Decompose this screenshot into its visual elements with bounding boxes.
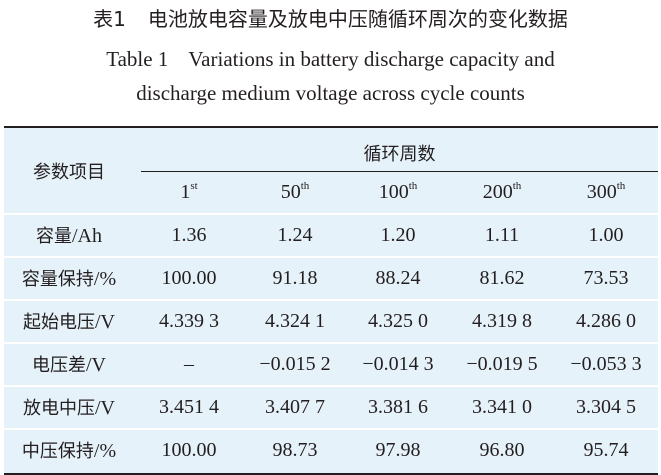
row-label: 容量/Ah: [4, 222, 134, 248]
parameter-name: 电压差: [32, 355, 86, 376]
table-header: 参数项目 循环周数 1st 50th 100th 200th 300th: [4, 128, 658, 215]
caption-number: 表1: [93, 7, 126, 31]
parameter-unit: /%: [93, 268, 117, 290]
table-cell: 100.00: [161, 438, 217, 461]
table-cell: 3.407 7: [265, 395, 325, 418]
table-cell: 98.73: [272, 438, 318, 461]
table-cell: 3.304 5: [576, 395, 636, 418]
ordinal-suffix: th: [616, 180, 626, 192]
column-header: 200th: [450, 180, 554, 204]
row-label: 放电中压/V: [4, 394, 134, 420]
column-header: 300th: [554, 180, 658, 204]
table-row: 电压差/V – −0.015 2 −0.014 3 −0.019 5 −0.053 3: [4, 342, 658, 384]
table-row: 放电中压/V 3.451 4 3.407 7 3.381 6 3.341 0 3.304 …: [4, 385, 658, 427]
row-label: 中压保持/%: [4, 437, 134, 463]
table-cell: 88.24: [375, 266, 421, 289]
parameter-name: 放电中压: [23, 398, 95, 419]
ordinal-suffix: th: [512, 180, 522, 192]
caption-number: Table 1: [106, 47, 169, 71]
parameter-unit: /%: [93, 440, 117, 462]
table-cell: 1.24: [277, 223, 313, 246]
table-cell: 1.36: [171, 223, 207, 246]
table-cell: 4.324 1: [265, 309, 325, 332]
parameter-unit: /V: [95, 311, 115, 333]
table-cell: 73.53: [583, 266, 629, 289]
parameter-name: 中压保持: [21, 441, 94, 462]
table-caption-english: Table 1 Variations in battery discharge c…: [0, 47, 661, 72]
row-label: 容量保持/%: [4, 265, 134, 291]
caption-title-line1: Variations in battery discharge capacity…: [188, 47, 555, 71]
cycle-number: 300: [586, 181, 617, 203]
parameter-name: 容量: [36, 226, 72, 247]
data-table: 参数项目 循环周数 1st 50th 100th 200th 300th 容量/Ah 1.…: [4, 126, 658, 475]
table-cell: −0.015 2: [259, 352, 331, 375]
table-cell: 1.20: [380, 223, 416, 246]
table-cell: 1.00: [588, 223, 624, 246]
parameter-unit: /V: [95, 397, 115, 419]
table-caption-english-line2: discharge medium voltage across cycle co…: [136, 81, 525, 105]
table-cell: 91.18: [272, 266, 318, 289]
table-cell: 95.74: [583, 438, 629, 461]
cycle-number: 50: [280, 181, 301, 203]
table-cell: 4.286 0: [576, 309, 636, 332]
column-header: 100th: [346, 180, 450, 204]
table-cell: 4.319 8: [472, 309, 532, 332]
table-row: 容量保持/% 100.00 91.18 88.24 81.62 73.53: [4, 256, 658, 298]
row-label: 起始电压/V: [4, 308, 134, 334]
parameter-name: 容量保持: [21, 269, 94, 290]
group-header: 循环周数: [363, 144, 436, 165]
parameter-name: 起始电压: [23, 312, 95, 333]
header-divider: [141, 171, 658, 172]
table-cell: −0.014 3: [362, 352, 434, 375]
table-cell: 3.451 4: [159, 395, 219, 418]
ordinal-suffix: th: [408, 180, 418, 192]
cycle-number: 100: [378, 181, 409, 203]
table-cell: 1.11: [484, 223, 520, 246]
table-cell: 100.00: [161, 266, 217, 289]
table-caption-chinese: 表1 电池放电容量及放电中压随循环周次的变化数据: [0, 3, 661, 32]
parameter-unit: /Ah: [72, 225, 102, 247]
table-cell: 97.98: [375, 438, 421, 461]
table-cell: 81.62: [479, 266, 525, 289]
table-cell: 4.339 3: [159, 309, 219, 332]
parameter-unit: /V: [86, 354, 106, 376]
table-cell: 3.381 6: [368, 395, 428, 418]
table-cell: 96.80: [479, 438, 525, 461]
table-cell: –: [184, 352, 194, 375]
column-header: 50th: [244, 180, 346, 204]
ordinal-suffix: th: [300, 180, 310, 192]
row-label: 电压差/V: [4, 351, 134, 377]
table-cell: −0.053 3: [570, 352, 642, 375]
table-cell: −0.019 5: [466, 352, 538, 375]
caption-title: 电池放电容量及放电中压随循环周次的变化数据: [147, 7, 568, 31]
ordinal-suffix: st: [190, 180, 198, 192]
column-header: 1st: [139, 180, 239, 204]
cycle-number: 200: [482, 181, 513, 203]
cycle-number: 1: [180, 181, 191, 203]
table-cell: 3.341 0: [472, 395, 532, 418]
table-row: 中压保持/% 100.00 98.73 97.98 96.80 95.74: [4, 428, 658, 470]
table-row: 容量/Ah 1.36 1.24 1.20 1.11 1.00: [4, 213, 658, 255]
row-header: 参数项目: [33, 162, 105, 183]
table-cell: 4.325 0: [368, 309, 428, 332]
table-row: 起始电压/V 4.339 3 4.324 1 4.325 0 4.319 8 4.286 …: [4, 299, 658, 341]
